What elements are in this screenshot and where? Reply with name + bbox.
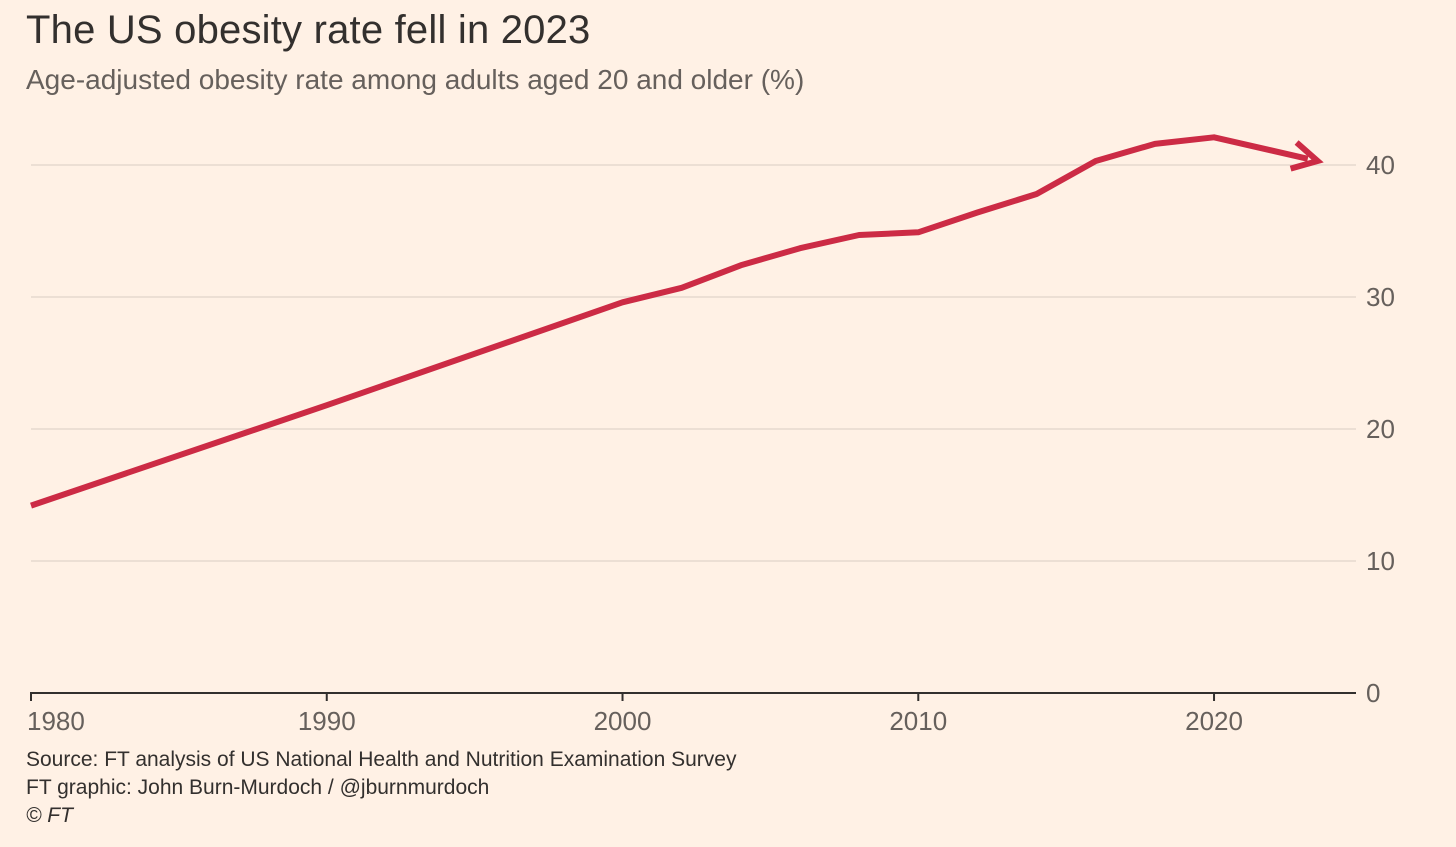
series-arrowhead: [1289, 140, 1324, 172]
chart-title: The US obesity rate fell in 2023: [26, 8, 591, 52]
x-tick-label: 1980: [27, 706, 85, 736]
x-tick-label: 2000: [594, 706, 652, 736]
gridlines: [31, 164, 1356, 562]
data-point-2000: [621, 300, 625, 304]
data-point-2012: [975, 211, 979, 215]
x-tick-label: 2010: [889, 706, 947, 736]
x-tick-label: 2020: [1185, 706, 1243, 736]
data-point-2002: [680, 286, 684, 290]
y-tick-label: 20: [1366, 414, 1395, 444]
data-point-1990: [325, 403, 329, 407]
data-point-2010: [916, 230, 920, 234]
source-note: Source: FT analysis of US National Healt…: [26, 748, 737, 771]
chart-footer: Source: FT analysis of US National Healt…: [26, 746, 736, 830]
data-point-2004: [739, 263, 743, 267]
data-point-2020: [1212, 135, 1216, 139]
graphic-credit: FT graphic: John Burn-Murdoch / @jburnmu…: [26, 776, 490, 799]
data-point-2014: [1035, 192, 1039, 196]
series-line-0: [30, 134, 1309, 509]
data-point-2008: [857, 233, 861, 237]
series: [29, 134, 1324, 509]
y-tick-label: 40: [1366, 150, 1395, 180]
data-point-2006: [798, 246, 802, 250]
data-point-2018: [1153, 142, 1157, 146]
x-axis: 1980 1990 2000 2010 2020: [27, 692, 1356, 736]
x-tick-label: 1990: [298, 706, 356, 736]
data-point-1980: [29, 504, 33, 508]
y-tick-label: 0: [1366, 678, 1380, 708]
y-axis: 0 10 20 30 40: [1366, 150, 1395, 708]
chart-subtitle: Age-adjusted obesity rate among adults a…: [26, 64, 805, 95]
y-tick-label: 30: [1366, 282, 1395, 312]
copyright: © FT: [26, 804, 73, 827]
data-point-2023.5: [1316, 159, 1320, 163]
y-tick-label: 10: [1366, 546, 1395, 576]
data-point-2016: [1094, 159, 1098, 163]
